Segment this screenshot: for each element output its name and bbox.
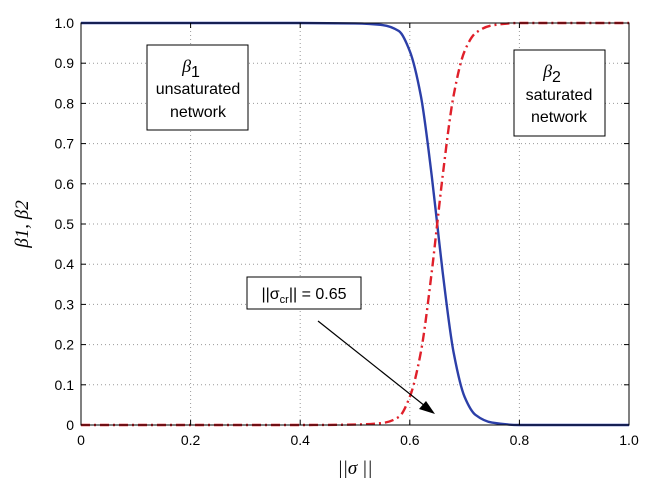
beta2-annotation-line1: saturated [526, 87, 593, 104]
critical-value-arrow [317, 320, 431, 411]
critical-value-annotation: ||σcr|| = 0.65 [246, 276, 435, 414]
y-tick-label: 0.2 [55, 337, 75, 353]
y-tick-label: 0.6 [55, 176, 75, 192]
x-tick-label: 0.6 [400, 432, 420, 448]
beta1-annotation-line1: unsaturated [156, 81, 241, 98]
x-tick-label: 0 [77, 432, 85, 448]
x-tick-label: 0.4 [290, 432, 310, 448]
x-tick-label: 0.8 [510, 432, 530, 448]
y-axis-label: β1, β2 [12, 200, 33, 249]
beta1-annotation-box [146, 44, 249, 131]
beta2-annotation-box [513, 49, 606, 137]
beta1-annotation-symbol: β1 [181, 56, 200, 81]
y-tick-label: 0.5 [55, 216, 75, 232]
beta2-annotation: β2 saturated network [513, 49, 606, 137]
tick-labels: 0 0.1 0.2 0.3 0.4 0.5 0.6 0.7 0.8 0.9 1.0 0 0.2 0.4 0.… [55, 15, 639, 448]
y-tick-label: 0.3 [55, 296, 75, 312]
critical-value-arrowhead [419, 401, 435, 414]
y-tick-label: 1.0 [55, 15, 75, 31]
x-axis-label: ||σ || [337, 458, 372, 479]
beta1-annotation-line2: network [170, 104, 227, 121]
y-tick-label: 0 [66, 417, 74, 433]
beta1-annotation: β1 unsaturated network [146, 44, 249, 131]
y-tick-label: 0.1 [55, 377, 75, 393]
y-tick-label: 0.4 [55, 256, 75, 272]
beta2-annotation-line2: network [531, 109, 588, 126]
critical-value-label: ||σcr|| = 0.65 [261, 286, 346, 306]
ticks [80, 22, 630, 426]
critical-value-box [246, 276, 362, 310]
y-tick-label: 0.7 [55, 136, 75, 152]
beta2-annotation-symbol: β2 [542, 61, 561, 86]
x-tick-label: 0.2 [181, 432, 201, 448]
y-tick-label: 0.9 [55, 55, 75, 71]
x-tick-label: 1.0 [619, 432, 639, 448]
y-tick-label: 0.8 [55, 95, 75, 111]
